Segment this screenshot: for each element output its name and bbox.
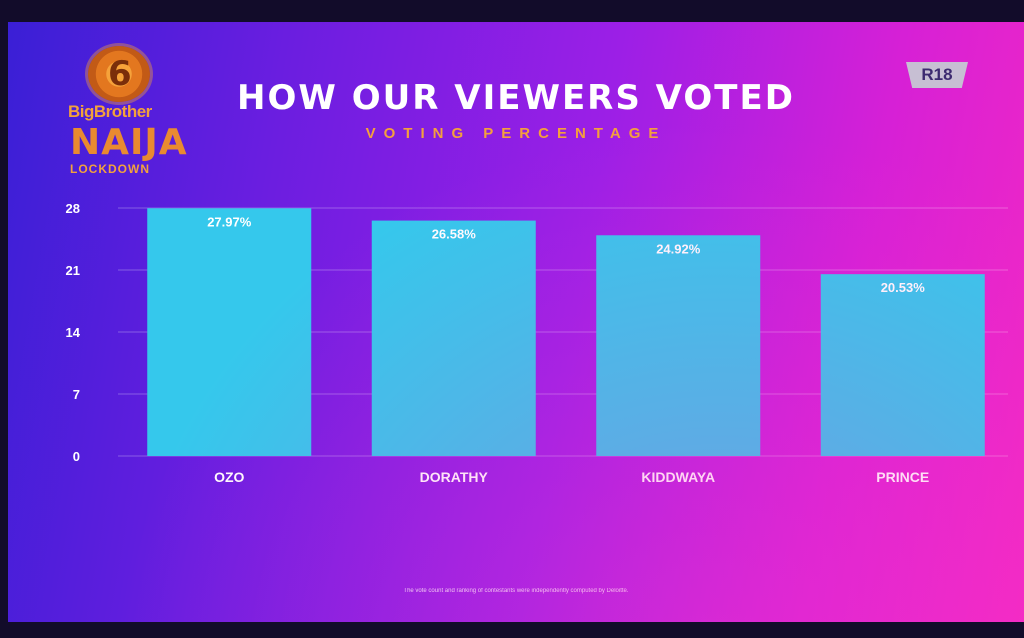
eye-logo-icon (88, 46, 150, 102)
y-tick-label: 28 (66, 201, 80, 216)
category-label: OZO (214, 469, 244, 485)
footnote: The vote count and ranking of contestant… (403, 588, 629, 594)
category-label: KIDDWAYA (641, 469, 715, 485)
bar (147, 208, 312, 456)
bar-value-label: 20.53% (881, 280, 926, 295)
bar-value-label: 27.97% (207, 214, 252, 229)
bar (596, 235, 761, 456)
y-tick-label: 0 (73, 449, 80, 464)
bar-chart: 0 7 14 21 28 27.97% OZO 26.58% DORATHY 24.92% KIDD… (66, 201, 1008, 485)
tv-screen: BigBrother NAIJA LOCKDOWN HOW OUR VIEWER… (8, 22, 1024, 622)
y-tick-label: 14 (66, 325, 81, 340)
category-label: PRINCE (876, 469, 929, 485)
bar (371, 220, 536, 456)
bar-value-label: 24.92% (656, 241, 701, 256)
category-label: DORATHY (420, 469, 489, 485)
logo-line-1: BigBrother (68, 102, 152, 121)
bar-value-label: 26.58% (432, 227, 477, 242)
show-logo: BigBrother NAIJA LOCKDOWN (68, 36, 187, 186)
logo-line-2: NAIJA (70, 122, 188, 163)
y-tick-label: 7 (73, 387, 80, 402)
y-tick-label: 21 (66, 263, 80, 278)
rating-badge: R18 (906, 62, 968, 88)
logo-line-3: LOCKDOWN (70, 162, 150, 176)
chart-subtitle: VOTING PERCENTAGE (365, 125, 667, 142)
bar (820, 274, 985, 456)
chart-title: HOW OUR VIEWERS VOTED (237, 78, 795, 118)
